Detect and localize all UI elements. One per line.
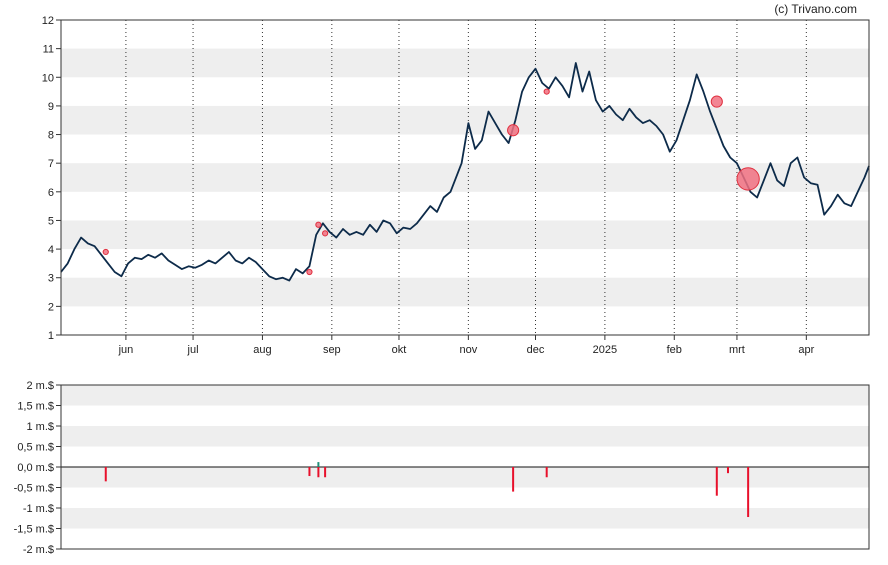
- insider-sale-marker: [322, 230, 329, 237]
- insider-sell-bar: [512, 467, 515, 492]
- credit-label: (c) Trivano.com: [774, 2, 857, 16]
- insider-markers: [102, 88, 760, 276]
- insider-sale-marker: [736, 167, 760, 191]
- insider-sell-bar: [104, 467, 107, 482]
- flow-y-tick-label: 1,5 m.$: [17, 401, 54, 413]
- price-y-tick-label: 7: [48, 158, 54, 170]
- insider-sale-marker: [306, 268, 313, 276]
- x-tick-label: nov: [459, 344, 477, 356]
- flow-y-tick-label: -2 m.$: [23, 544, 54, 556]
- flow-y-tick-label: -0,5 m.$: [14, 483, 54, 495]
- price-y-tick-label: 10: [42, 72, 54, 84]
- insider-buy-bar: [317, 462, 320, 467]
- insider-sale-marker: [102, 248, 109, 256]
- flow-band: [61, 426, 869, 447]
- flow-band: [61, 467, 869, 488]
- flow-y-axis: 2 m.$ 1,5 m.$ 1 m.$ 0,5 m.$ 0,0 m.$ -0,5 m.$ -…: [14, 380, 869, 556]
- x-tick-label: jun: [118, 344, 134, 356]
- price-y-tick-label: 6: [48, 187, 54, 199]
- flow-y-tick-label: 0,0 m.$: [17, 462, 54, 474]
- x-tick-label: dec: [527, 344, 545, 356]
- insider-sale-marker: [315, 221, 322, 228]
- price-y-tick-label: 9: [48, 101, 54, 113]
- price-y-tick-label: 1: [48, 330, 54, 342]
- insider-sell-bar: [545, 467, 548, 478]
- x-tick-label: 2025: [593, 344, 617, 356]
- price-border: [60, 19, 870, 336]
- price-band: [61, 277, 869, 307]
- flow-y-tick-label: -1 m.$: [23, 503, 54, 515]
- price-y-tick-label: 3: [48, 273, 54, 285]
- flow-border: [60, 384, 870, 550]
- insider-sell-bar: [308, 467, 311, 477]
- price-y-tick-label: 2: [48, 301, 54, 313]
- flow-bars: [104, 462, 750, 518]
- insider-sell-bar: [747, 467, 750, 518]
- x-tick-label: sep: [323, 344, 341, 356]
- price-band: [61, 48, 869, 78]
- price-y-tick-label: 4: [48, 244, 54, 256]
- price-grid-bands: [61, 48, 869, 307]
- price-band: [61, 220, 869, 250]
- flow-y-tick-label: -1,5 m.$: [14, 524, 54, 536]
- price-y-tick-label: 12: [42, 15, 54, 27]
- price-y-tick-label: 5: [48, 215, 54, 227]
- x-tick-label: aug: [253, 344, 271, 356]
- x-tick-label: apr: [798, 344, 814, 356]
- flow-band: [61, 508, 869, 529]
- insider-sell-bar: [715, 467, 718, 496]
- price-frame: [60, 19, 870, 336]
- x-tick-label: okt: [392, 344, 407, 356]
- insider-sell-bar: [324, 467, 327, 478]
- flow-y-tick-label: 1 m.$: [26, 421, 54, 433]
- flow-y-tick-label: 2 m.$: [26, 380, 54, 392]
- x-tick-label: jul: [187, 344, 199, 356]
- insider-sale-marker: [543, 88, 550, 95]
- flow-grid-bands: [61, 385, 869, 529]
- price-x-axis: jun jul aug sep okt nov dec 2025 feb mrt apr: [118, 335, 815, 356]
- insider-sale-marker: [507, 124, 520, 137]
- price-line: [60, 62, 870, 282]
- insider-sell-bar: [317, 467, 320, 478]
- price-series: [60, 62, 870, 282]
- price-band: [61, 163, 869, 192]
- price-month-gridlines: [125, 20, 807, 335]
- price-y-tick-label: 11: [43, 44, 54, 56]
- insider-flow-chart: 2 m.$ 1,5 m.$ 1 m.$ 0,5 m.$ 0,0 m.$ -0,5 m.$ -…: [14, 380, 870, 556]
- insider-sale-marker: [710, 95, 723, 108]
- flow-frame: [60, 384, 870, 550]
- x-tick-label: mrt: [729, 344, 745, 356]
- price-y-tick-label: 8: [48, 130, 54, 142]
- insider-sell-bar: [726, 467, 729, 474]
- x-tick-label: feb: [667, 344, 682, 356]
- price-band: [61, 105, 869, 135]
- flow-y-tick-label: 0,5 m.$: [17, 442, 54, 454]
- flow-band: [61, 385, 869, 406]
